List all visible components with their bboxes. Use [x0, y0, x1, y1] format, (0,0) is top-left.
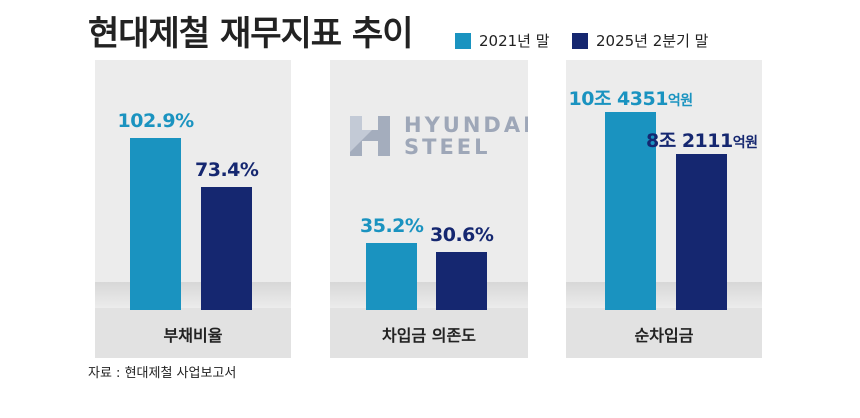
legend-swatch-2025q2: [572, 32, 588, 49]
debt-ratio-value-label-2025q2: 73.4%: [195, 159, 259, 182]
legend-label-2025q2: 2025년 2분기 말: [596, 32, 709, 50]
borrowing-dependency-bar-2021: [366, 243, 417, 310]
net-borrowing-panel: 순차입금 10조 4351억원 8조 2111억원: [566, 60, 762, 358]
debt-ratio-bar-2021: [130, 138, 181, 310]
net-borrowing-bar-2025q2: [676, 154, 727, 310]
debt-ratio-bar-2025q2: [201, 187, 252, 310]
net-borrowing-bar-2021: [605, 112, 656, 310]
page-title: 현대제철 재무지표 추이: [88, 14, 413, 54]
debt-ratio-value-label-2021: 102.9%: [117, 110, 195, 132]
legend-item-2021: 2021년 말: [455, 30, 550, 51]
net-borrowing-value-label-2025q2: 8조 2111억원: [646, 130, 758, 153]
panel-floor-shadow: [330, 282, 528, 308]
logo-line-steel: STEEL: [404, 135, 491, 159]
borrowing-dependency-bar-2025q2: [436, 251, 487, 310]
caption-bar: [330, 308, 528, 358]
caption-bar: [566, 308, 762, 358]
debt-ratio-panel: 부채비율 102.9% 73.4%: [95, 60, 291, 358]
debt-ratio-caption: 부채비율: [163, 326, 223, 345]
hyundai-steel-emblem-icon: [350, 116, 390, 156]
source-note: 자료 : 현대제철 사업보고서: [88, 366, 237, 381]
panel-floor-shadow: [566, 282, 762, 308]
logo-text: HYUNDAI STEEL: [404, 114, 528, 158]
legend-swatch-2021: [455, 32, 471, 49]
net-borrowing-caption: 순차입금: [634, 326, 694, 345]
hyundai-steel-logo: HYUNDAI STEEL: [348, 114, 528, 158]
caption-bar: [95, 308, 291, 358]
legend-label-2021: 2021년 말: [479, 32, 550, 50]
borrowing-dependency-caption: 차입금 의존도: [382, 326, 476, 345]
borrowing-dependency-panel: 차입금 의존도 HYUNDAI STEEL 35.2% 30.6%: [330, 60, 528, 358]
logo-line-hyundai: HYUNDAI: [404, 113, 528, 137]
net-borrowing-value-label-2021: 10조 4351억원: [568, 88, 694, 110]
borrowing-dependency-value-label-2025q2: 30.6%: [430, 223, 494, 246]
legend-item-2025q2: 2025년 2분기 말: [572, 30, 708, 51]
panel-floor-shadow: [95, 282, 291, 308]
borrowing-dependency-value-label-2021: 35.2%: [360, 215, 424, 237]
